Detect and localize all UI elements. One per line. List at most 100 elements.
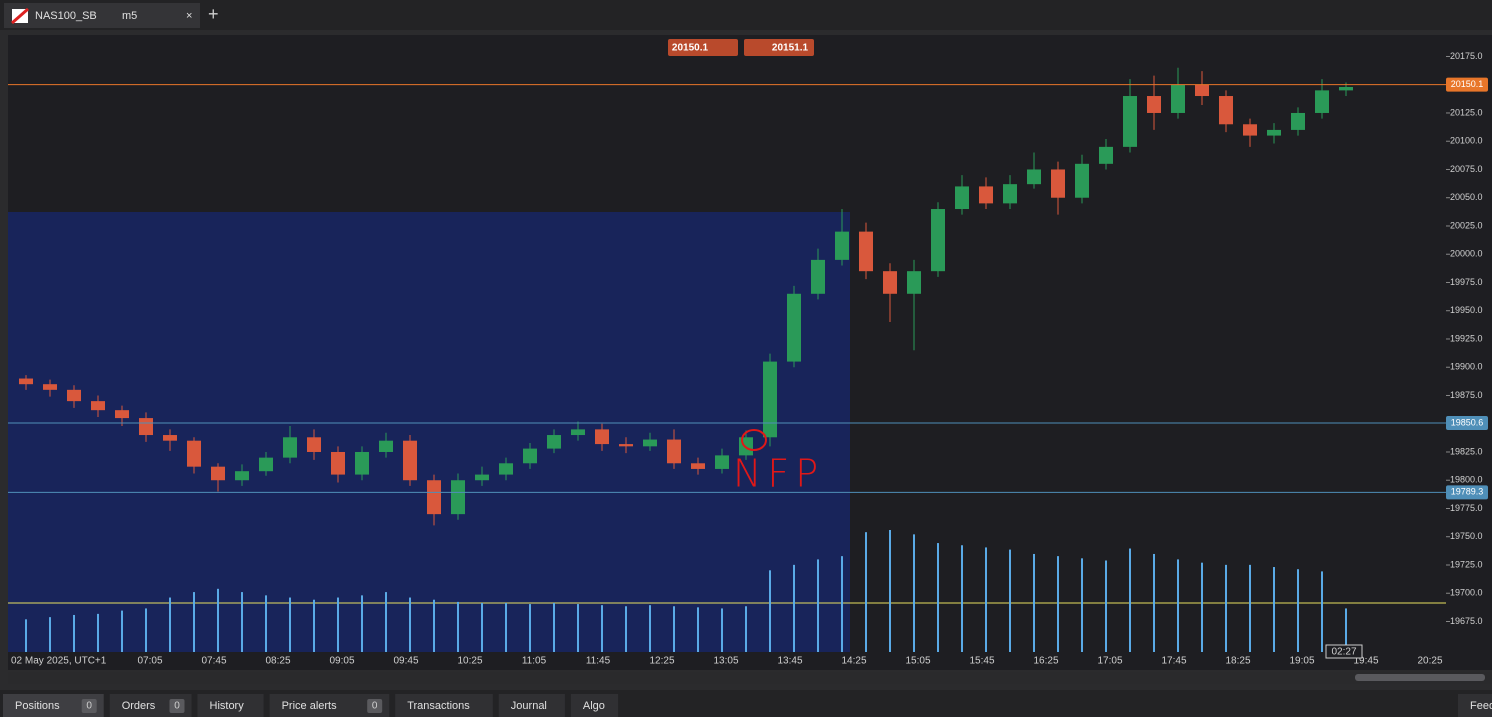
annotation-circle (741, 429, 767, 451)
candle-body (163, 435, 177, 441)
y-tick-label: 19700.0 (1450, 588, 1483, 598)
bottom-tab-label[interactable]: Orders (122, 700, 156, 712)
candle-body (835, 231, 849, 260)
bottom-tab[interactable] (570, 694, 619, 717)
volume-bar (553, 602, 555, 652)
volume-bar (289, 597, 291, 652)
x-tick-label: 14:25 (841, 656, 866, 667)
candle-body (979, 186, 993, 204)
volume-bar (1129, 548, 1131, 652)
bottom-tab-label[interactable]: Feedb (1470, 700, 1492, 712)
bottom-tab-label[interactable]: Price alerts (282, 700, 338, 712)
candle-body (1315, 90, 1329, 113)
bottom-tab-label[interactable]: Algo (583, 700, 605, 712)
bottom-tab-label[interactable]: Transactions (407, 700, 470, 712)
volume-bar (601, 605, 603, 652)
candle-body (259, 457, 273, 472)
volume-bar (1177, 559, 1179, 652)
candle-body (379, 440, 393, 452)
volume-bar (217, 588, 219, 652)
bottom-tab[interactable] (1458, 694, 1492, 717)
x-tick-label: 11:05 (522, 656, 547, 667)
symbol-tab[interactable] (4, 3, 200, 28)
countdown-box (1325, 644, 1363, 659)
y-tick-label: 19825.0 (1450, 446, 1483, 456)
candle-body (1291, 112, 1305, 130)
volume-bar (769, 570, 771, 652)
volume-bar (1033, 553, 1035, 652)
symbol-name[interactable]: NAS100_SB (35, 10, 97, 22)
candle-body (499, 463, 513, 475)
annotation: NFP (733, 452, 824, 496)
volume-bar (457, 601, 459, 652)
candle-body (115, 410, 129, 419)
x-tick-label: 08:25 (265, 656, 290, 667)
candle-body (355, 451, 369, 475)
tab-bar (0, 0, 1492, 30)
x-tick-label: 10:25 (457, 656, 482, 667)
volume-bar (193, 592, 195, 652)
y-tick-label: 19775.0 (1450, 503, 1483, 513)
candle-body (691, 463, 705, 469)
x-tick-label: 13:45 (777, 656, 802, 667)
candle-body (187, 440, 201, 467)
bottom-tab[interactable] (3, 694, 104, 717)
bottom-tab[interactable] (395, 694, 493, 717)
y-tick-label: 19725.0 (1450, 559, 1483, 569)
bottom-tab[interactable] (197, 694, 264, 717)
volume-bar (1345, 608, 1347, 652)
y-tick-label: 20100.0 (1450, 136, 1483, 146)
volume-bar (1057, 556, 1059, 652)
y-tick-label: 20175.0 (1450, 51, 1483, 61)
y-tick-label: 19750.0 (1450, 531, 1483, 541)
bottom-tab-label[interactable]: Journal (511, 700, 547, 712)
bottom-tab-label[interactable]: Positions (15, 700, 60, 712)
bottom-tab[interactable] (498, 694, 565, 717)
volume-bar (793, 564, 795, 652)
bottom-tab[interactable] (269, 694, 390, 717)
buy-price[interactable]: 20151.1 (772, 43, 809, 54)
x-tick-label: 07:05 (137, 656, 162, 667)
price-label: 19789.3 (1451, 487, 1484, 497)
new-tab[interactable]: + (208, 4, 219, 24)
candle-body (19, 378, 33, 385)
candle-body (331, 451, 345, 475)
y-tick-label: 20000.0 (1450, 249, 1483, 259)
candle-body (931, 209, 945, 272)
candle-body (427, 480, 441, 515)
candle-body (763, 361, 777, 438)
candle-body (619, 444, 633, 447)
x-tick-label: 09:05 (329, 656, 354, 667)
x-tick-label: 18:25 (1225, 656, 1250, 667)
x-tick-label: 12:25 (649, 656, 674, 667)
candle-body (1099, 146, 1113, 164)
buy-button[interactable] (744, 39, 814, 56)
scrollbar[interactable] (8, 672, 1492, 684)
count-badge (367, 699, 383, 713)
volume-bar (961, 545, 963, 652)
sell-price[interactable]: 20150.1 (672, 43, 709, 54)
y-tick-label: 19800.0 (1450, 475, 1483, 485)
volume-bar (385, 592, 387, 652)
price-axis (1446, 35, 1492, 670)
volume-bar (433, 599, 435, 652)
candle-body (667, 439, 681, 464)
timeframe[interactable]: m5 (122, 10, 137, 22)
candle-body (1219, 96, 1233, 125)
volume-bar (937, 543, 939, 652)
count-badge-label: 0 (174, 701, 180, 712)
price-label-box (1446, 485, 1488, 500)
volume-bar (409, 597, 411, 652)
volume-bar (361, 595, 363, 652)
volume-bar (697, 607, 699, 652)
close-tab[interactable]: × (186, 10, 192, 22)
volume-bar (1225, 564, 1227, 652)
volume-bar (97, 613, 99, 652)
count-badge-label: 0 (372, 701, 378, 712)
candle-body (1123, 96, 1137, 147)
scroll-thumb[interactable] (1355, 674, 1485, 681)
bottom-tab-label[interactable]: History (210, 700, 245, 712)
volume-bar (673, 606, 675, 652)
volume-bar (625, 606, 627, 652)
sell-button[interactable] (668, 39, 738, 56)
